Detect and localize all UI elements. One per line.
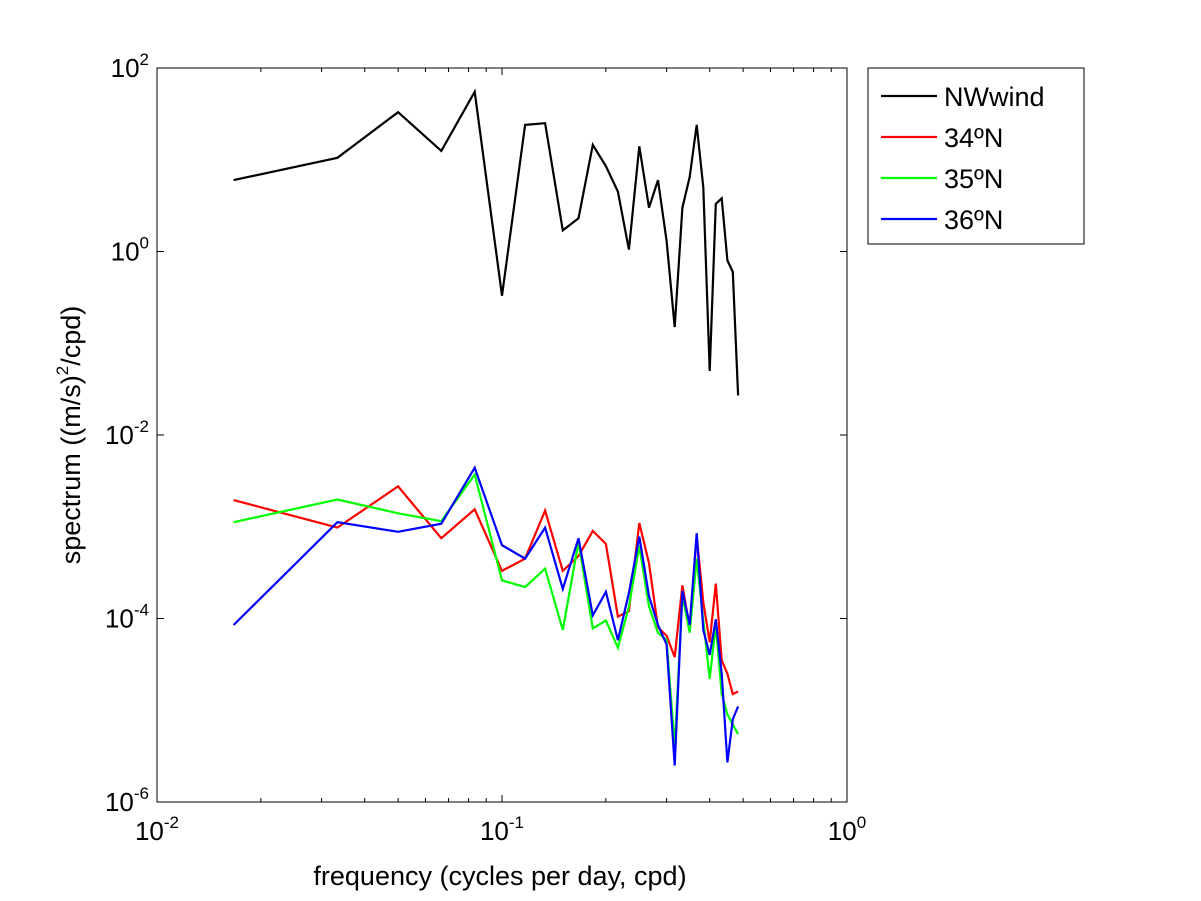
- x-axis-label: frequency (cycles per day, cpd): [313, 861, 686, 891]
- series-layer: [232, 88, 740, 766]
- y-axis-label-main: spectrum ((m/s): [56, 375, 86, 564]
- legend: NWwind 34ºN 35ºN 36ºN: [867, 67, 1085, 245]
- x-tick-label: 100: [828, 813, 866, 846]
- y-tick-exponent: -4: [134, 601, 149, 620]
- x-tick-exponent: -2: [164, 813, 179, 832]
- legend-label: NWwind: [944, 82, 1045, 112]
- y-tick-base: 10: [111, 237, 140, 267]
- y-tick-exponent: 0: [140, 234, 149, 253]
- y-tick-label: 102: [111, 50, 149, 83]
- x-tick-base: 10: [480, 816, 509, 846]
- x-tick-exponent: -1: [509, 813, 524, 832]
- y-axis-label-exponent: 2: [53, 366, 72, 375]
- series-line-36n: [232, 465, 740, 766]
- series-line-35n: [233, 472, 740, 747]
- y-tick-label: 10-4: [105, 601, 149, 634]
- minor-ticks: [260, 68, 832, 802]
- y-tick-exponent: 2: [140, 50, 149, 69]
- x-tick-base: 10: [135, 816, 164, 846]
- y-tick-label: 10-6: [105, 784, 149, 817]
- y-axis-label: spectrum ((m/s)2/cpd): [53, 306, 86, 565]
- y-tick-base: 10: [105, 787, 134, 817]
- series-line-nwwind: [233, 88, 740, 396]
- legend-label: 34ºN: [944, 123, 1003, 153]
- y-tick-label: 100: [111, 234, 149, 267]
- legend-label: 35ºN: [944, 164, 1003, 194]
- x-tick-label: 10-1: [480, 813, 524, 846]
- legend-box: [867, 67, 1085, 245]
- x-tick-base: 10: [828, 816, 857, 846]
- x-tick-label: 10-2: [135, 813, 179, 846]
- legend-label: 36ºN: [944, 205, 1003, 235]
- x-tick-labels: 10-2 10-1 100: [135, 813, 866, 846]
- series-line-34n: [233, 484, 739, 696]
- y-tick-exponent: -2: [134, 417, 149, 436]
- y-axis-label-unit: /cpd): [56, 306, 86, 366]
- plot-area: [157, 68, 847, 802]
- y-tick-base: 10: [111, 53, 140, 83]
- y-tick-label: 10-2: [105, 417, 149, 450]
- y-tick-base: 10: [105, 604, 134, 634]
- y-tick-base: 10: [105, 420, 134, 450]
- x-tick-exponent: 0: [857, 813, 866, 832]
- plot-frame: [156, 67, 848, 803]
- y-tick-exponent: -6: [134, 784, 149, 803]
